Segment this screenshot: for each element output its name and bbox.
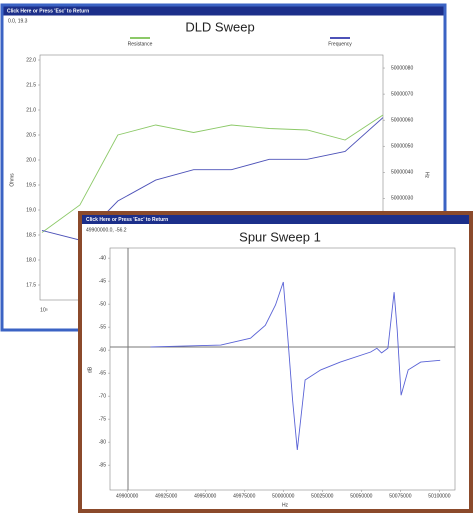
- x-axis-label: 10⁵: [40, 307, 48, 313]
- y-tick-label: 21.5: [26, 82, 36, 88]
- titlebar-text[interactable]: Click Here or Press 'Esc' to Return: [86, 217, 168, 223]
- y-tick-label: 18.5: [26, 232, 36, 238]
- y-tick-label: -50: [99, 301, 106, 307]
- y-tick-label: -80: [99, 439, 106, 445]
- x-axis-label: Hz: [282, 502, 289, 508]
- titlebar[interactable]: [3, 6, 444, 16]
- y-tick-label: 18.0: [26, 257, 36, 263]
- y2-axis-label: Hz: [424, 172, 430, 179]
- y-tick-label: 19.5: [26, 182, 36, 188]
- series-line: [150, 281, 441, 451]
- y2-tick-label: 50000080: [391, 65, 413, 71]
- x-tick-label: 50000000: [272, 493, 294, 499]
- x-tick-label: 50050000: [350, 493, 372, 499]
- y-tick-label: -65: [99, 370, 106, 376]
- y-tick-label: -85: [99, 462, 106, 468]
- annotation: 49900000.0, -56.2: [86, 227, 127, 233]
- y-tick-label: -55: [99, 324, 106, 330]
- y-tick-label: 20.0: [26, 157, 36, 163]
- y-tick-label: -45: [99, 278, 106, 284]
- x-tick-label: 49975000: [233, 493, 255, 499]
- y-tick-label: 22.0: [26, 57, 36, 63]
- window-frame: [78, 211, 473, 513]
- y-axis-label: Ohms: [9, 173, 15, 187]
- y-tick-label: 20.5: [26, 132, 36, 138]
- x-tick-label: 49925000: [155, 493, 177, 499]
- titlebar[interactable]: [82, 215, 469, 224]
- legend-label: Frequency: [328, 41, 352, 47]
- annotation: 0.0, 19.3: [8, 18, 28, 24]
- window-spur: Click Here or Press 'Esc' to Return 4990…: [78, 211, 473, 513]
- y2-tick-label: 50000050: [391, 144, 413, 150]
- y2-tick-label: 50000060: [391, 117, 413, 123]
- titlebar-text[interactable]: Click Here or Press 'Esc' to Return: [7, 8, 89, 14]
- chart-title: Spur Sweep 1: [239, 229, 321, 244]
- series-line: [41, 114, 384, 233]
- plot-area: [109, 247, 456, 491]
- x-tick-label: 50025000: [311, 493, 333, 499]
- x-tick-label: 49950000: [194, 493, 216, 499]
- legend-label: Resistance: [128, 41, 153, 47]
- x-tick-label: 50075000: [389, 493, 411, 499]
- x-tick-label: 50100000: [428, 493, 450, 499]
- y-tick-label: -70: [99, 393, 106, 399]
- y2-tick-label: 50000040: [391, 170, 413, 176]
- y-axis-label: dB: [87, 366, 93, 373]
- chart-title: DLD Sweep: [185, 19, 254, 34]
- x-tick-label: 49900000: [116, 493, 138, 499]
- y2-tick-label: 50000070: [391, 91, 413, 97]
- y-tick-label: -40: [99, 255, 106, 261]
- y-tick-label: 17.5: [26, 282, 36, 288]
- y-tick-label: -60: [99, 347, 106, 353]
- y2-tick-label: 50000030: [391, 196, 413, 202]
- y-tick-label: 19.0: [26, 207, 36, 213]
- y-tick-label: -75: [99, 416, 106, 422]
- y-tick-label: 21.0: [26, 107, 36, 113]
